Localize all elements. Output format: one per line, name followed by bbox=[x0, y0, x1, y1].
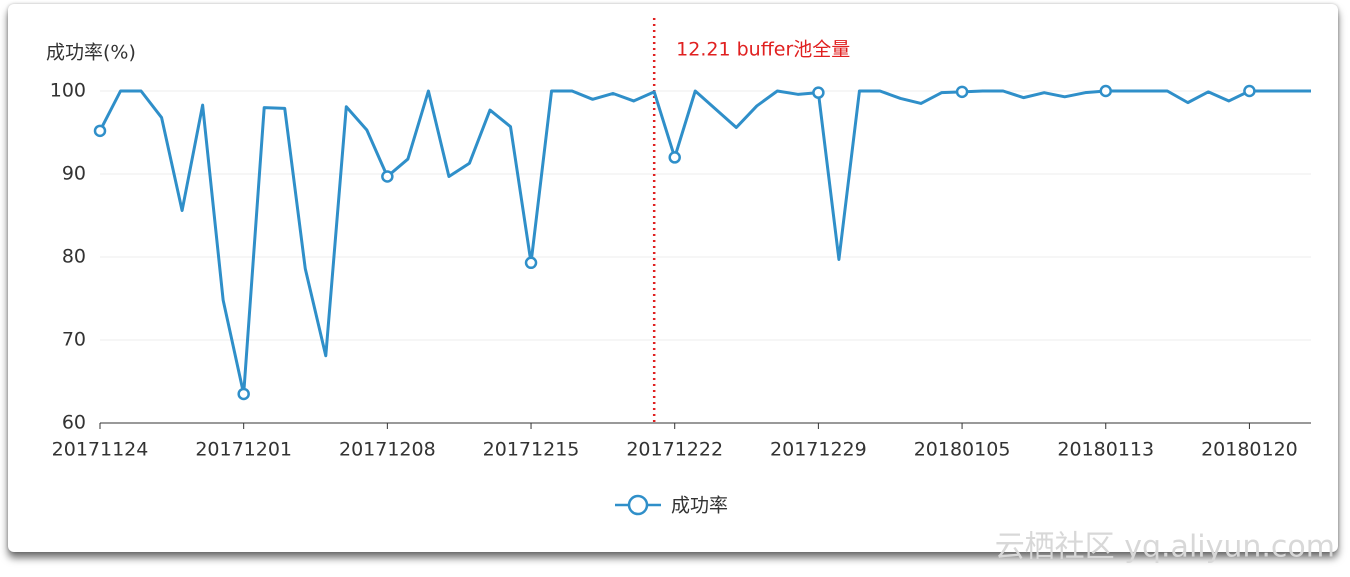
data-point bbox=[955, 85, 969, 99]
data-point bbox=[381, 170, 394, 183]
x-tick-label: 20180120 bbox=[1201, 439, 1298, 461]
legend-symbol-marker bbox=[627, 494, 649, 516]
data-point bbox=[668, 151, 681, 164]
x-tick-label: 20180105 bbox=[914, 439, 1011, 461]
annotation-label: 12.21 buffer池全量 bbox=[676, 39, 850, 61]
x-tick-label: 20171208 bbox=[339, 439, 436, 461]
x-tick-label: 20171222 bbox=[626, 439, 723, 461]
x-tick-label: 20171229 bbox=[770, 439, 867, 461]
y-axis-label: 成功率(%) bbox=[46, 42, 136, 64]
watermark: 云栖社区 yq.aliyun.com bbox=[995, 530, 1335, 565]
chart-card bbox=[8, 4, 1338, 552]
x-tick-label: 20180113 bbox=[1057, 439, 1154, 461]
data-point bbox=[93, 124, 107, 138]
data-point bbox=[812, 86, 825, 99]
x-tick-label: 20171124 bbox=[52, 439, 149, 461]
data-line bbox=[98, 89, 1311, 396]
legend-label: 成功率 bbox=[671, 495, 728, 517]
data-point bbox=[1099, 84, 1112, 98]
x-tick-label: 20171201 bbox=[195, 439, 292, 461]
y-tick-label: 80 bbox=[62, 246, 86, 268]
data-point bbox=[237, 387, 250, 401]
data-point bbox=[524, 256, 538, 270]
y-tick-label: 60 bbox=[62, 412, 86, 434]
y-tick-label: 70 bbox=[62, 329, 86, 351]
x-tick-label: 20171215 bbox=[483, 439, 580, 461]
y-tick-label: 90 bbox=[62, 163, 86, 185]
data-point bbox=[1243, 84, 1256, 98]
y-tick-label: 100 bbox=[50, 80, 86, 102]
